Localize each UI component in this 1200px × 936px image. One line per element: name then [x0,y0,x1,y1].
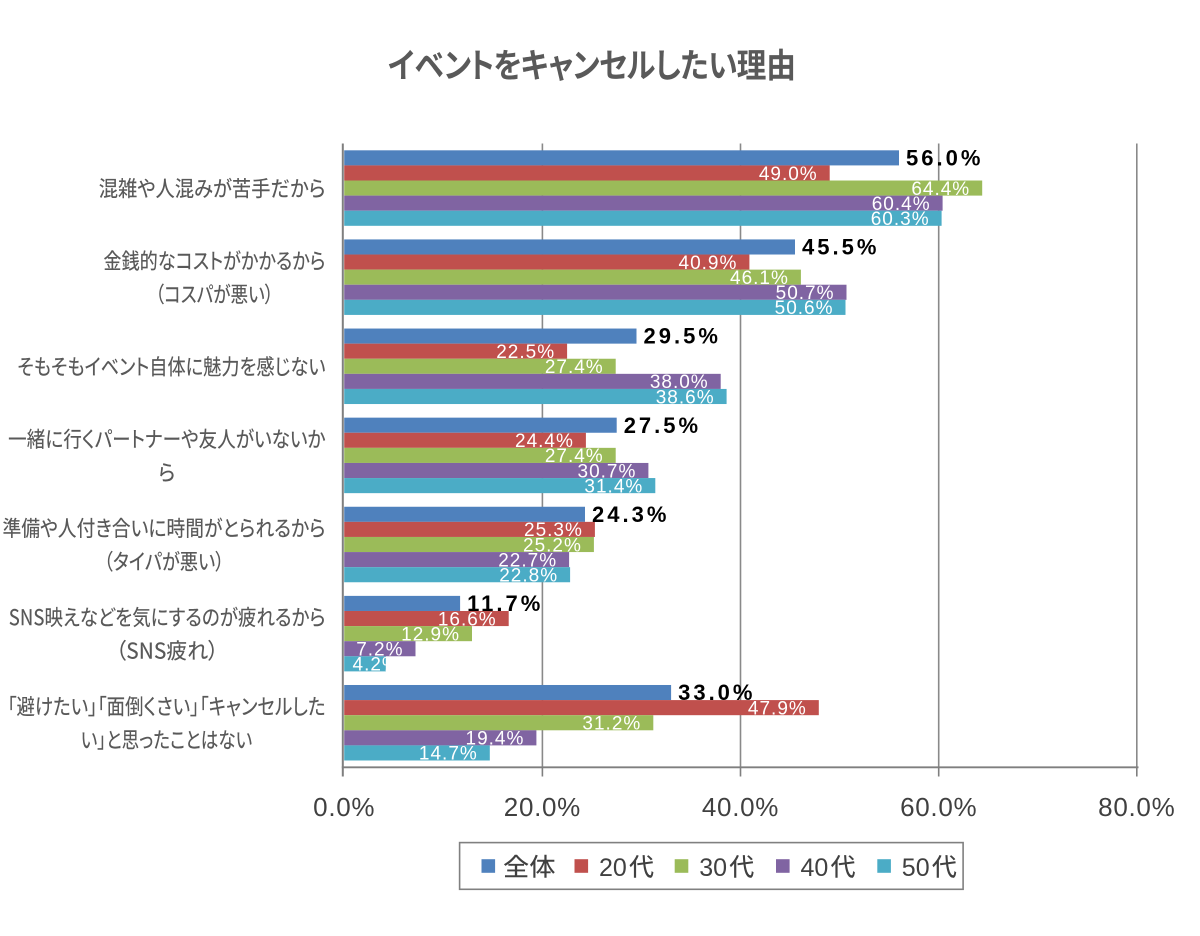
svg-text:11.7%: 11.7% [467,591,543,616]
svg-text:38.0%: 38.0% [650,372,709,393]
svg-text:20: 20 [599,854,627,882]
svg-text:30: 30 [699,854,727,882]
svg-text:24.4%: 24.4% [515,431,574,452]
svg-text:20.0%: 20.0% [504,792,581,822]
svg-text:50.7%: 50.7% [776,283,835,304]
svg-text:22.5%: 22.5% [496,342,555,363]
svg-text:47.9%: 47.9% [748,698,807,719]
svg-text:14.7%: 14.7% [419,744,478,765]
svg-text:50.6%: 50.6% [775,298,834,319]
svg-text:25.3%: 25.3% [524,520,583,541]
svg-text:60.0%: 60.0% [900,792,977,822]
svg-text:50: 50 [902,854,930,882]
svg-text:45.5%: 45.5% [802,235,879,260]
svg-text:46.1%: 46.1% [730,268,789,289]
svg-text:22.8%: 22.8% [499,566,558,587]
svg-text:64.4%: 64.4% [911,179,970,200]
svg-text:16.6%: 16.6% [438,609,497,630]
svg-text:27.4%: 27.4% [545,357,604,378]
svg-text:29.5%: 29.5% [644,324,721,349]
svg-text:40.9%: 40.9% [679,253,738,274]
svg-text:80.0%: 80.0% [1098,792,1175,822]
svg-text:25.2%: 25.2% [523,535,582,556]
svg-text:60.3%: 60.3% [871,209,930,230]
svg-text:24.3%: 24.3% [592,502,669,527]
svg-text:27.4%: 27.4% [545,446,604,467]
svg-text:4.2%: 4.2% [353,655,400,676]
svg-text:49.0%: 49.0% [759,164,818,185]
svg-text:12.9%: 12.9% [401,624,460,645]
svg-text:22.7%: 22.7% [498,550,557,571]
svg-text:40: 40 [801,854,829,882]
svg-text:19.4%: 19.4% [466,729,525,750]
svg-text:7.2%: 7.2% [356,640,403,661]
svg-text:38.6%: 38.6% [656,387,715,408]
svg-text:30.7%: 30.7% [578,461,637,482]
svg-text:0.0%: 0.0% [313,792,375,822]
svg-text:60.4%: 60.4% [872,194,931,215]
svg-text:31.4%: 31.4% [584,476,643,497]
svg-text:27.5%: 27.5% [624,413,701,438]
svg-text:56.0%: 56.0% [906,145,983,170]
svg-text:31.2%: 31.2% [582,714,641,735]
svg-text:33.0%: 33.0% [678,680,755,705]
svg-text:40.0%: 40.0% [702,792,779,822]
